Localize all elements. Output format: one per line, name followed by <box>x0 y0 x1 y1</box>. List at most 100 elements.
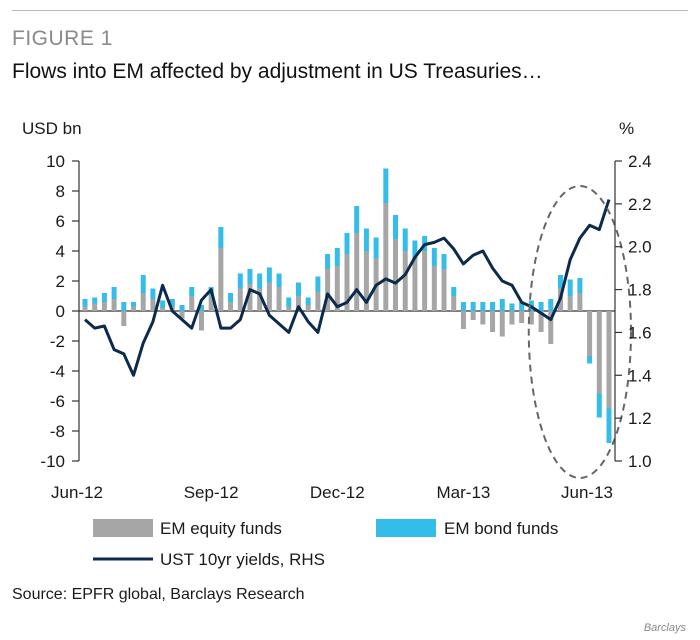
left-tick-label: 6 <box>56 212 65 231</box>
legend-label-yield: UST 10yr yields, RHS <box>160 550 325 569</box>
equity-bar <box>393 239 399 311</box>
figure-title: Flows into EM affected by adjustment in … <box>12 60 543 83</box>
legend-swatch-equity <box>93 519 153 537</box>
equity-bar <box>315 291 321 311</box>
equity-bar <box>189 296 195 311</box>
bond-bar <box>198 305 204 311</box>
legend-swatch-bond <box>376 519 436 537</box>
bond-bar <box>577 278 583 293</box>
equity-bar <box>140 293 146 311</box>
x-tick-label: Jun-12 <box>51 483 103 502</box>
left-tick-label: -10 <box>40 452 65 471</box>
bond-bar <box>470 302 476 311</box>
equity-bar <box>228 302 234 311</box>
bond-bar <box>499 299 505 311</box>
equity-bar <box>101 302 107 311</box>
bond-bar <box>402 228 408 251</box>
equity-bar <box>257 288 263 311</box>
left-tick-label: -6 <box>50 392 65 411</box>
equity-bar <box>577 293 583 311</box>
bond-bar <box>460 302 466 311</box>
bond-bar <box>587 356 593 364</box>
bond-bar <box>393 215 399 239</box>
equity-bar <box>92 303 98 311</box>
bond-bar <box>131 302 137 307</box>
equity-bar <box>276 287 282 311</box>
x-tick-label: Sep-12 <box>184 483 239 502</box>
bond-bar <box>373 237 379 259</box>
equity-bar <box>237 288 243 311</box>
bond-bar <box>276 273 282 287</box>
equity-bar <box>305 305 311 311</box>
equity-bar <box>538 311 544 332</box>
bond-bar <box>480 302 486 311</box>
left-tick-label: 10 <box>46 152 65 171</box>
right-tick-label: 2.2 <box>628 195 652 214</box>
equity-bar <box>150 299 156 311</box>
equity-bar <box>179 311 185 319</box>
bond-bar <box>383 168 389 203</box>
bond-bar <box>315 276 321 292</box>
left-tick-label: 0 <box>56 302 65 321</box>
y-axis-label: USD bn <box>22 119 82 138</box>
equity-bar <box>383 203 389 311</box>
bond-bar <box>286 297 292 307</box>
bond-bar <box>140 275 146 293</box>
bond-bar <box>82 299 88 307</box>
bond-bar <box>160 300 166 308</box>
equity-bar <box>295 296 301 311</box>
equity-bar <box>470 311 476 320</box>
equity-bar <box>460 311 466 329</box>
equity-bar <box>198 311 204 331</box>
bond-bar <box>567 279 573 296</box>
equity-bar <box>218 248 224 311</box>
bond-bar <box>412 240 418 259</box>
left-tick-label: 2 <box>56 272 65 291</box>
bond-bar <box>150 288 156 299</box>
bond-bar <box>169 299 175 307</box>
right-tick-label: 1.8 <box>628 281 652 300</box>
bond-bar <box>189 287 195 296</box>
bond-bar <box>295 282 301 296</box>
equity-bar <box>606 311 612 409</box>
bond-bar <box>228 293 234 302</box>
equity-bar <box>354 233 360 311</box>
legend-label-bond: EM bond funds <box>444 519 558 538</box>
bond-bar <box>101 293 107 302</box>
figure-label: FIGURE 1 <box>12 27 113 50</box>
bond-bar <box>451 287 457 296</box>
equity-bar <box>441 269 447 311</box>
bond-bar <box>325 254 331 269</box>
y2-axis-label: % <box>619 119 634 138</box>
equity-bar <box>499 311 505 337</box>
x-tick-label: Dec-12 <box>310 483 365 502</box>
bond-bar <box>92 297 98 304</box>
bond-bar <box>111 287 117 299</box>
bond-bar <box>431 248 437 266</box>
equity-bar <box>422 251 428 311</box>
equity-bar <box>208 296 214 311</box>
equity-bar <box>247 284 253 311</box>
equity-bar <box>528 311 534 325</box>
bond-bar <box>334 248 340 266</box>
equity-bar <box>519 311 525 323</box>
bond-bar <box>557 275 563 289</box>
bond-bar <box>596 393 602 418</box>
equity-bar <box>82 306 88 311</box>
equity-bar <box>587 311 593 356</box>
left-tick-label: -2 <box>50 332 65 351</box>
equity-bar <box>286 306 292 311</box>
right-tick-label: 1.2 <box>628 409 652 428</box>
source-note: Source: EPFR global, Barclays Research <box>12 586 305 603</box>
bond-bar <box>548 299 554 311</box>
bond-bar <box>354 206 360 233</box>
bond-bar <box>363 228 369 251</box>
x-tick-label: Jun-13 <box>561 483 613 502</box>
equity-bar <box>431 266 437 311</box>
bond-bar <box>519 302 525 311</box>
top-rule <box>12 10 688 11</box>
equity-bar <box>334 266 340 311</box>
left-tick-label: -8 <box>50 422 65 441</box>
bond-bar <box>121 302 127 311</box>
